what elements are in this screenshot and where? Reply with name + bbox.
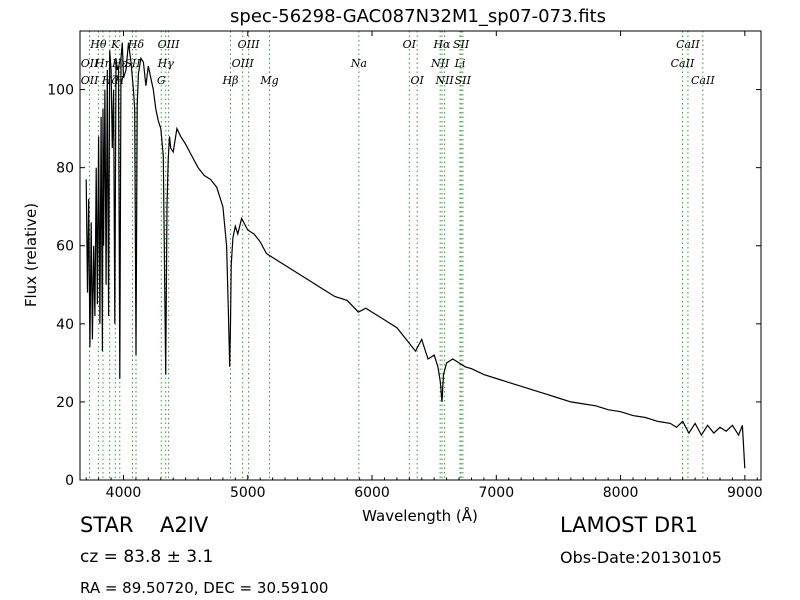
line-label: NII [430, 57, 450, 70]
object-subclass: A2IV [160, 513, 209, 537]
line-label: Hγ [157, 57, 175, 70]
y-tick-label: 100 [47, 83, 74, 99]
y-tick-label: 40 [56, 317, 74, 333]
x-axis-ticks: 4000 5000 6000 7000 8000 9000 [85, 31, 763, 501]
line-label: SII [455, 74, 472, 87]
y-axis-ticks: 0 20 40 60 80 100 [47, 83, 761, 489]
line-label: SII [124, 57, 141, 70]
line-label: Hβ [222, 74, 239, 87]
line-label: G [157, 74, 166, 87]
line-label: OIII [232, 57, 255, 70]
line-label: OI [403, 38, 417, 51]
y-tick-label: 80 [56, 161, 74, 177]
line-label: Na [350, 57, 367, 70]
line-label: Hα [432, 38, 451, 51]
y-tick-label: 0 [65, 473, 74, 489]
line-label: OIII [158, 38, 181, 51]
line-label: Li [454, 57, 466, 70]
line-label: Mg [259, 74, 278, 87]
spectrum-line [85, 42, 746, 469]
sky-coordinates: RA = 89.50720, DEC = 30.59100 [80, 579, 329, 597]
object-class: STAR [80, 513, 134, 537]
line-label: K [110, 38, 120, 51]
y-tick-label: 20 [56, 395, 74, 411]
x-tick-label: 6000 [354, 485, 390, 501]
redshift-value: cz = 83.8 ± 3.1 [80, 547, 214, 567]
line-label: NII [434, 74, 454, 87]
line-label: SII [453, 38, 470, 51]
x-axis-label: Wavelength (Å) [362, 506, 478, 525]
line-label: Hη [94, 57, 112, 70]
plot-frame [79, 30, 762, 481]
line-label: Hθ [89, 38, 107, 51]
line-label: CaII [676, 38, 700, 51]
x-tick-label: 5000 [230, 485, 266, 501]
x-tick-label: 7000 [478, 485, 514, 501]
line-label: H [114, 74, 125, 87]
line-label: OII [81, 57, 99, 70]
chart-title: spec-56298-GAC087N32M1_sp07-073.fits [230, 6, 606, 27]
x-tick-label: 4000 [106, 485, 142, 501]
line-label: OIII [238, 38, 261, 51]
y-tick-label: 60 [56, 239, 74, 255]
x-tick-label: 9000 [727, 485, 763, 501]
y-axis-label: Flux (relative) [22, 203, 40, 307]
line-label: CaII [691, 74, 715, 87]
line-label: CaII [671, 57, 695, 70]
emission-line-markers [89, 31, 704, 480]
observation-date: Obs-Date:20130105 [560, 548, 722, 567]
line-label: OII [81, 74, 99, 87]
line-label: Hδ [127, 38, 145, 51]
survey-name: LAMOST DR1 [560, 513, 699, 537]
line-label: OI [410, 74, 424, 87]
x-tick-label: 8000 [603, 485, 639, 501]
